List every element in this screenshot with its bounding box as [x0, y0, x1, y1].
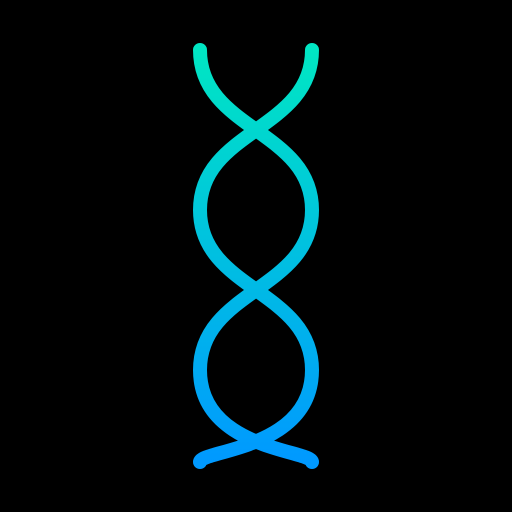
dna-icon — [0, 0, 512, 512]
dna-rungs — [210, 66, 302, 440]
